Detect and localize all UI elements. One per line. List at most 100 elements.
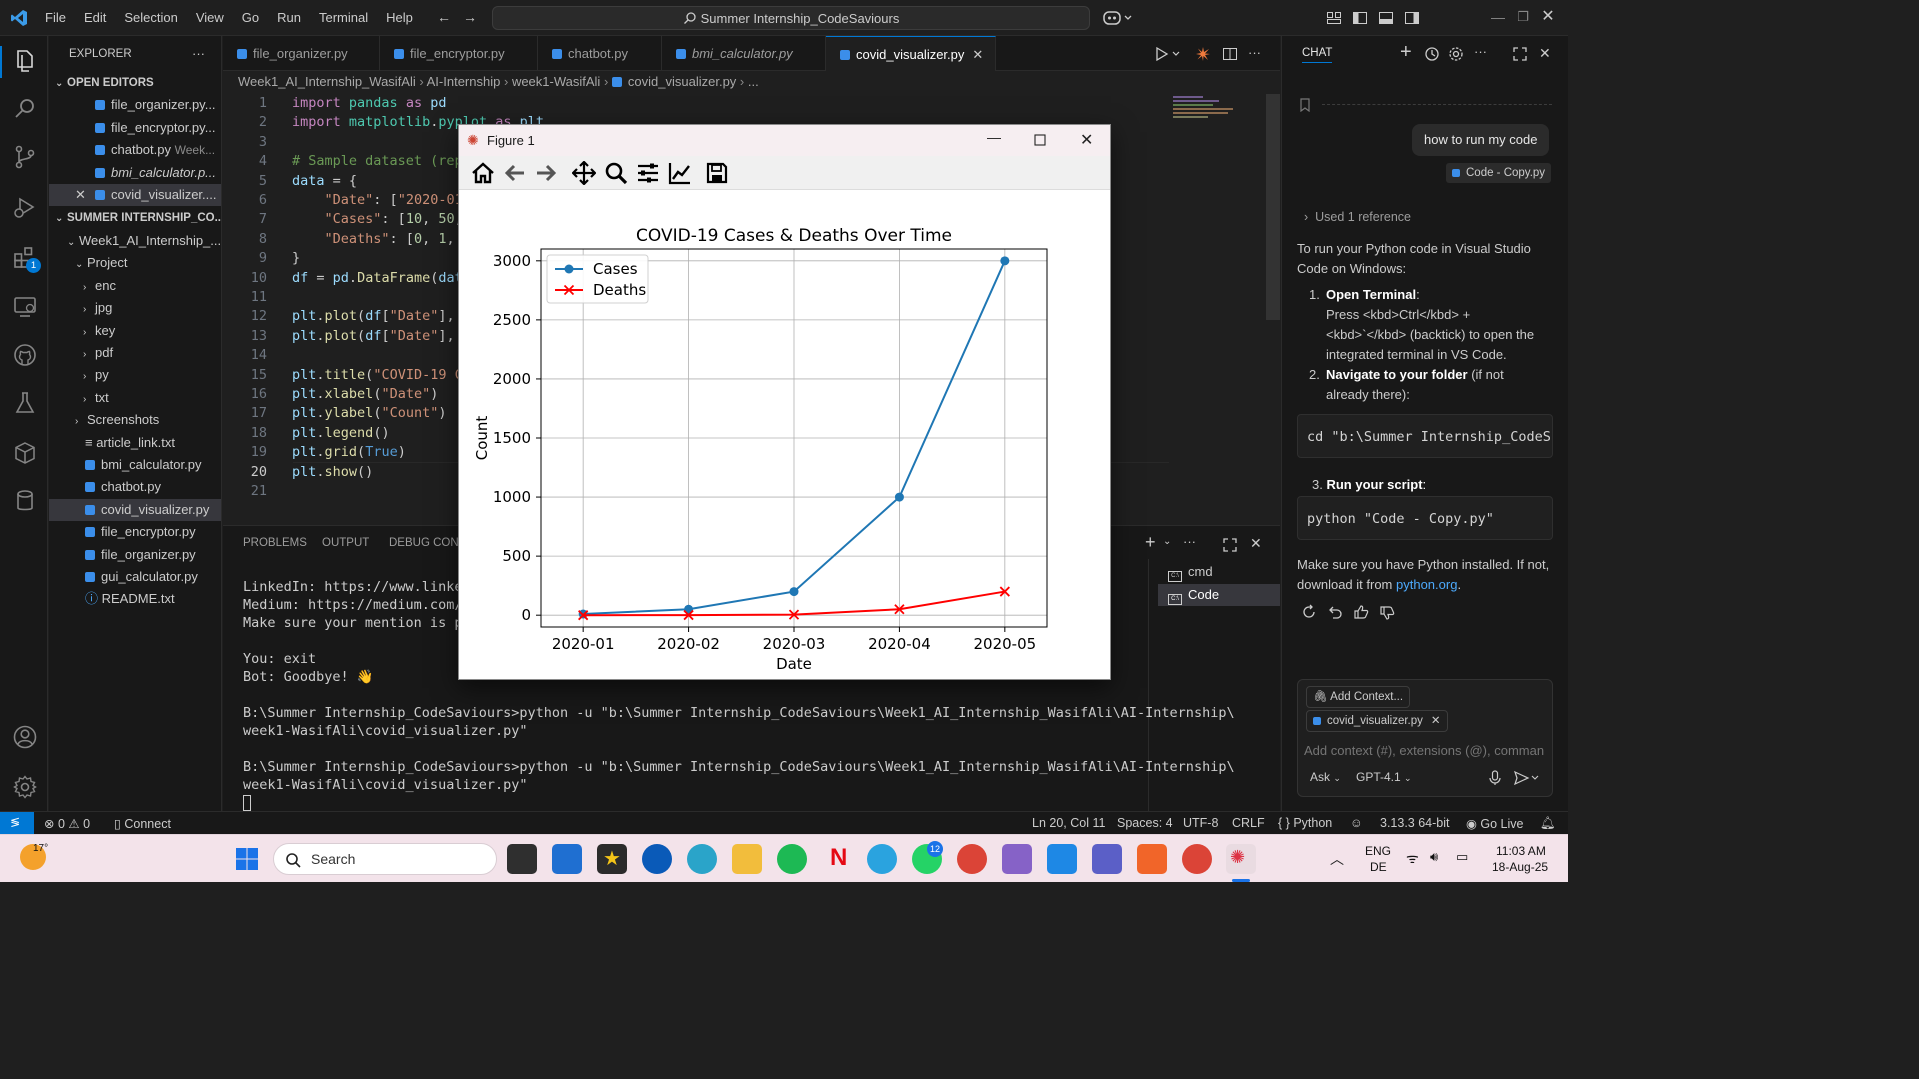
folder-item[interactable]: › pdf <box>49 342 221 364</box>
file-item[interactable]: ≡ article_link.txt <box>49 432 221 454</box>
tab-file-encryptor[interactable]: file_encryptor.py <box>380 36 538 71</box>
workspace-header[interactable]: ⌄ SUMMER INTERNSHIP_CO... <box>49 207 221 229</box>
chat-settings-gear-icon[interactable] <box>1448 46 1464 62</box>
line-ending[interactable]: CRLF <box>1232 816 1265 830</box>
copilot-sparkle-icon[interactable] <box>1195 46 1211 62</box>
file-item[interactable]: bmi_calculator.py <box>49 454 221 476</box>
teams-icon[interactable] <box>1092 844 1122 874</box>
split-editor-icon[interactable] <box>1222 46 1238 62</box>
toggle-secondary-sidebar-icon[interactable] <box>1404 10 1420 26</box>
language-indicator[interactable]: ENG <box>1365 844 1392 858</box>
breadcrumb-item[interactable]: week1-WasifAli <box>511 74 601 89</box>
history-icon[interactable] <box>1424 46 1440 62</box>
model-dropdown[interactable]: GPT-4.1 ⌄ <box>1356 770 1412 784</box>
breadcrumb-item[interactable]: Week1_AI_Internship_WasifAli <box>238 74 416 89</box>
minimize-figure-icon[interactable]: — <box>987 129 1001 145</box>
encoding[interactable]: UTF-8 <box>1183 816 1219 830</box>
go-live-button[interactable]: ◉ Go Live <box>1466 816 1524 831</box>
zoom-icon[interactable] <box>604 161 628 185</box>
settings-gear-icon[interactable] <box>12 774 38 800</box>
panel-tab-problems[interactable]: PROBLEMS <box>243 537 307 549</box>
file-item[interactable]: chatbot.py <box>49 476 221 498</box>
maximize-chat-icon[interactable] <box>1513 47 1527 61</box>
context-file-chip[interactable]: covid_visualizer.py ✕ <box>1306 710 1448 732</box>
code-line[interactable]: plt.plot(df["Date"], <box>292 308 455 325</box>
open-editor-item-active[interactable]: ✕ covid_visualizer.... <box>49 184 221 206</box>
code-line[interactable]: import pandas as pd <box>292 95 447 111</box>
menu-selection[interactable]: Selection <box>124 10 178 25</box>
menu-run[interactable]: Run <box>277 10 301 25</box>
chevron-down-icon[interactable]: ⌄ <box>1163 536 1172 547</box>
containers-icon[interactable] <box>12 440 38 466</box>
close-window-icon[interactable]: ✕ <box>1541 8 1555 25</box>
code-line[interactable]: "Date": ["2020-01 <box>324 192 463 208</box>
chrome-profile-icon[interactable] <box>1182 844 1212 874</box>
source-control-icon[interactable] <box>12 144 38 170</box>
code-line[interactable]: plt.show() <box>292 463 374 480</box>
postman-icon[interactable] <box>1137 844 1167 874</box>
panel-tab-output[interactable]: OUTPUT <box>322 537 370 549</box>
forward-arrow-icon[interactable]: → <box>463 9 477 25</box>
netflix-icon[interactable]: N <box>830 844 848 871</box>
chat-more-icon[interactable]: ··· <box>1474 44 1487 59</box>
copilot-status-icon[interactable]: ☺ <box>1350 816 1363 830</box>
open-editors-header[interactable]: ⌄ OPEN EDITORS <box>49 72 221 94</box>
remote-explorer-icon[interactable] <box>12 294 38 320</box>
open-editor-item[interactable]: bmi_calculator.p... <box>49 162 221 184</box>
panel-tab-debug-console[interactable]: DEBUG CONS <box>389 537 467 549</box>
retry-icon[interactable] <box>1301 604 1317 620</box>
code-line[interactable]: } <box>292 250 301 267</box>
file-explorer-icon[interactable] <box>732 844 762 874</box>
close-chat-icon[interactable]: ✕ <box>1539 45 1551 61</box>
terminal-item-cmd[interactable]: C:\ cmd <box>1158 561 1280 583</box>
file-item[interactable]: gui_calculator.py <box>49 566 221 588</box>
extensions-icon[interactable] <box>12 244 38 270</box>
breadcrumb-item[interactable]: covid_visualizer.py <box>627 74 737 89</box>
star-app-icon[interactable]: ★ <box>597 844 627 874</box>
folder-item[interactable]: › enc <box>49 275 221 297</box>
command-center[interactable]: Summer Internship_CodeSaviours <box>492 6 1090 30</box>
code-line[interactable]: plt.plot(df["Date"], <box>292 327 455 344</box>
menu-file[interactable]: File <box>45 10 66 25</box>
menu-terminal[interactable]: Terminal <box>319 10 369 25</box>
code-line[interactable]: plt.legend() <box>292 424 390 441</box>
accounts-icon[interactable] <box>12 724 38 750</box>
pan-icon[interactable] <box>572 161 596 185</box>
connect-button[interactable]: ▯ Connect <box>114 816 171 831</box>
thumbs-up-icon[interactable] <box>1353 604 1369 620</box>
code-line[interactable]: plt.xlabel("Date") <box>292 386 439 402</box>
toggle-panel-icon[interactable] <box>1378 10 1394 26</box>
spotify-icon[interactable] <box>777 844 807 874</box>
dell-icon[interactable] <box>642 844 672 874</box>
chevron-up-icon[interactable]: ︿ <box>1330 851 1344 867</box>
user-reference-chip[interactable]: Code - Copy.py <box>1446 163 1552 183</box>
explorer-icon[interactable] <box>12 48 38 74</box>
menu-help[interactable]: Help <box>386 10 413 25</box>
menu-edit[interactable]: Edit <box>83 10 107 25</box>
undo-icon[interactable] <box>1327 604 1343 620</box>
folder-item[interactable]: › jpg <box>49 297 221 319</box>
notifications-bell-icon[interactable]: 🔔︎ <box>1540 816 1556 830</box>
panel-more-icon[interactable]: ··· <box>1183 534 1196 549</box>
run-python-icon[interactable] <box>1155 47 1183 61</box>
microsoft-store-icon[interactable] <box>552 844 582 874</box>
visual-studio-icon[interactable] <box>1002 844 1032 874</box>
terminal-item-code[interactable]: C:\ Code <box>1158 584 1280 606</box>
close-icon[interactable]: ✕ <box>75 187 86 202</box>
editor-more-icon[interactable]: ··· <box>1248 45 1261 60</box>
file-item[interactable]: file_encryptor.py <box>49 521 221 543</box>
minimize-window-icon[interactable]: — <box>1491 9 1505 25</box>
send-icon[interactable] <box>1513 770 1541 786</box>
mode-dropdown[interactable]: Ask ⌄ <box>1310 770 1341 784</box>
tab-file-organizer[interactable]: file_organizer.py <box>223 36 380 71</box>
indentation[interactable]: Spaces: 4 <box>1117 816 1173 830</box>
clock-time[interactable]: 11:03 AM <box>1496 844 1546 858</box>
thumbs-down-icon[interactable] <box>1379 605 1395 621</box>
tab-chatbot[interactable]: chatbot.py <box>538 36 662 71</box>
open-editor-item[interactable]: file_organizer.py... <box>49 94 221 116</box>
wifi-icon[interactable]: ᯤ <box>1406 850 1419 866</box>
folder-item[interactable]: ⌄ Week1_AI_Internship_... <box>49 230 221 252</box>
close-tab-icon[interactable]: ✕ <box>972 47 984 62</box>
back-arrow-icon[interactable]: ← <box>437 9 451 25</box>
save-icon[interactable] <box>705 161 729 185</box>
